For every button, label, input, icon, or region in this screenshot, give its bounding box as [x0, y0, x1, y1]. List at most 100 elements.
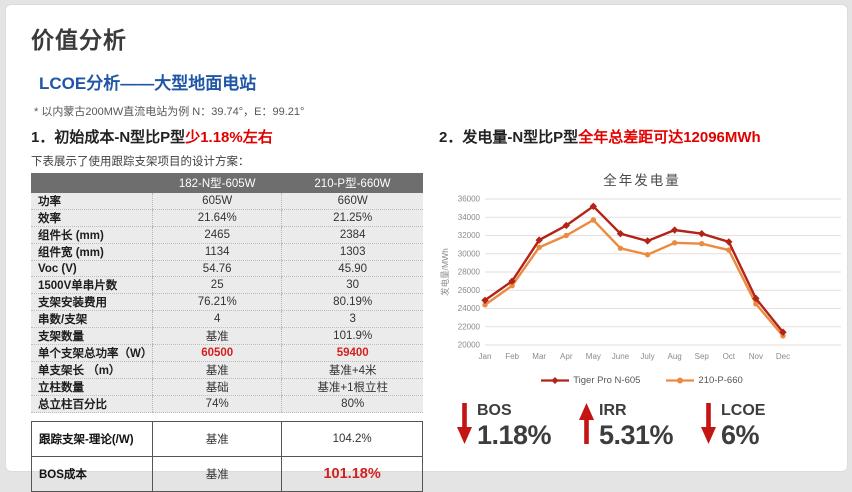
summary-row-value: 基准: [152, 456, 283, 492]
table-row: 串数/支架 4 3: [31, 310, 423, 328]
row-value: 3: [281, 310, 423, 328]
metric-name: BOS: [477, 402, 512, 419]
row-value: 76.21%: [152, 293, 282, 311]
row-label: 支架数量: [31, 327, 153, 345]
y-axis-title: 发电量/MWh: [440, 248, 450, 296]
data-point: [725, 238, 733, 246]
row-label: 支架安装费用: [31, 293, 153, 311]
row-value: 21.64%: [152, 209, 282, 227]
row-label: 串数/支架: [31, 310, 153, 328]
table-col-header: [31, 173, 153, 193]
generation-heading: 2．发电量-N型比P型全年总差距可达12096MWh: [439, 126, 845, 147]
data-point: [698, 229, 706, 238]
row-value: 基准+1根立柱: [281, 378, 423, 396]
row-value: 74%: [152, 395, 282, 413]
y-axis-tick-label: 36000: [458, 195, 481, 204]
row-value: 660W: [281, 193, 423, 210]
legend-marker-icon: [666, 377, 695, 383]
table-row: 支架数量 基准 101.9%: [31, 327, 423, 345]
cost-heading-highlight: 少1.18%左右: [185, 129, 273, 146]
cost-section: 1．初始成本-N型比P型少1.18%左右 下表展示了使用跟踪支架项目的设计方案：…: [30, 126, 423, 492]
y-axis-tick-label: 34000: [458, 213, 481, 222]
data-point: [644, 251, 651, 258]
metric-texts: IRR 5.31%: [599, 401, 674, 450]
table-col-header: 210-P型-660W: [281, 173, 423, 193]
cost-heading-text: 1．初始成本-N型比P型: [31, 129, 186, 146]
row-value: 101.9%: [281, 327, 423, 345]
data-point: [617, 245, 624, 251]
x-axis-label: June: [612, 352, 630, 361]
row-value: 基准: [152, 361, 282, 379]
row-value: 1134: [152, 243, 282, 261]
data-point: [590, 217, 597, 223]
arrow-down-icon: [457, 403, 472, 444]
x-axis-label: Jan: [479, 352, 492, 361]
data-point: [699, 241, 705, 247]
y-axis-tick-label: 22000: [458, 322, 481, 331]
metric-value: 1.18%: [477, 420, 552, 450]
x-axis-label: Mar: [532, 352, 546, 361]
y-axis-tick-label: 28000: [458, 268, 481, 277]
metric-texts: BOS 1.18%: [477, 401, 552, 450]
metric-name: IRR: [599, 402, 627, 419]
summary-row-value: 101.18%: [281, 456, 423, 492]
row-label: 1500V单串片数: [31, 276, 153, 294]
row-value: 45.90: [281, 260, 423, 277]
y-axis-tick-label: 30000: [458, 249, 481, 258]
legend-label: 210-P-660: [698, 374, 743, 386]
arrow-down-icon: [701, 403, 716, 444]
summary-row-value: 基准: [152, 421, 283, 457]
row-label: 功率: [31, 193, 153, 210]
x-axis-label: July: [640, 352, 654, 361]
row-value: 25: [152, 276, 282, 294]
summary-row-label: 跟踪支架-理论(/W): [30, 421, 154, 457]
metric-value: 6%: [721, 420, 760, 450]
chart-svg: 20000 22000 24000 26000 28000 30000 32000 34000…: [440, 195, 841, 361]
x-axis-label: Nov: [749, 352, 763, 361]
location-note: * 以内蒙古200MW直流电站为例 N：39.74°，E：99.21°: [34, 106, 305, 118]
row-label: 组件宽 (mm): [31, 243, 153, 261]
x-axis-label: Sep: [695, 352, 710, 361]
cost-heading: 1．初始成本-N型比P型少1.18%左右: [31, 126, 423, 147]
table-row: 总立柱百分比 74% 80%: [31, 395, 423, 413]
metric-bos: BOS 1.18%: [457, 401, 579, 449]
row-value: 4: [152, 310, 282, 328]
table-col-header: 182-N型-605W: [152, 173, 282, 193]
x-axis-label: May: [586, 352, 601, 361]
x-axis-label: Aug: [668, 352, 682, 361]
row-label: 效率: [31, 209, 153, 227]
table-row: 1500V单串片数 25 30: [31, 276, 423, 294]
y-axis-tick-label: 24000: [458, 304, 481, 313]
data-point: [671, 240, 678, 246]
metric-lcoe: LCOE 6%: [701, 401, 823, 449]
row-value: 59400: [281, 344, 423, 362]
design-table-head: 182-N型-605W 210-P型-660W: [31, 173, 423, 193]
data-point: [670, 226, 679, 234]
table-row: 组件长 (mm) 2465 2384: [31, 226, 423, 244]
data-point: [643, 237, 652, 245]
row-value: 605W: [152, 193, 282, 210]
x-axis-label: Apr: [560, 352, 573, 361]
table-row: 支架安装费用 76.21% 80.19%: [31, 293, 423, 311]
x-axis-label: Dec: [776, 352, 790, 361]
row-value: 基准: [152, 327, 282, 345]
row-label: 单个支架总功率（W）: [31, 344, 153, 362]
y-axis-tick-label: 32000: [458, 231, 481, 240]
generation-heading-highlight: 全年总差距可达12096MWh: [578, 129, 761, 146]
row-label: 单支架长 （m）: [31, 361, 153, 379]
chart-legend: Tiger Pro N-605 210-P-660: [439, 372, 845, 388]
data-point: [726, 247, 732, 253]
table-row: 单支架长 （m） 基准 基准+4米: [31, 361, 423, 379]
row-value: 1303: [281, 243, 423, 261]
row-value: 80%: [281, 395, 423, 413]
series-line-tiger-pro-n-605: [484, 204, 784, 333]
chart-title: 全年发电量: [603, 173, 681, 188]
data-point: [563, 232, 569, 239]
metric-value: 5.31%: [599, 420, 674, 450]
row-label: 总立柱百分比: [31, 395, 153, 413]
metric-texts: LCOE 6%: [721, 401, 765, 449]
summary-row-value: 104.2%: [281, 421, 423, 457]
row-value: 2384: [281, 226, 423, 244]
row-label: 立柱数量: [31, 378, 153, 396]
summary-row: 跟踪支架-理论(/W) 基准 104.2%: [30, 421, 423, 457]
